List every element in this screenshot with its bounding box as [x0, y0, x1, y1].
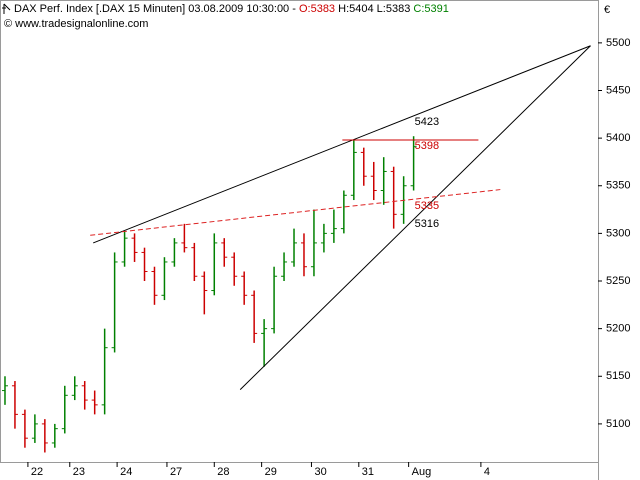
header-close: C:5391: [413, 3, 448, 15]
header-icon: [2, 3, 11, 14]
x-tick-label: 31: [362, 466, 374, 478]
price-annotation: 5335: [415, 200, 439, 212]
trend-line: [239, 45, 591, 390]
x-tick-label: 30: [314, 466, 326, 478]
trend-line: [93, 45, 591, 244]
header-source: © www.tradesignalonline.com: [4, 18, 148, 30]
currency: €: [604, 4, 610, 16]
x-tick-label: Aug: [412, 466, 432, 478]
header-title: DAX Perf. Index [.DAX 15 Minuten] 03.08.…: [14, 3, 449, 15]
header-title-text: DAX Perf. Index [.DAX 15 Minuten] 03.08.…: [14, 3, 296, 15]
price-annotation: 5398: [415, 140, 439, 152]
y-tick-label: 5450: [606, 84, 630, 96]
y-tick-label: 5400: [606, 132, 630, 144]
header-low: L:5383: [377, 3, 411, 15]
y-tick-label: 5150: [606, 370, 630, 382]
y-tick-label: 5350: [606, 180, 630, 192]
x-tick-label: 4: [484, 466, 490, 478]
y-tick-label: 5250: [606, 275, 630, 287]
x-tick-label: 24: [120, 466, 132, 478]
trend-line: [90, 189, 501, 236]
x-tick-label: 22: [31, 466, 43, 478]
y-tick-label: 5200: [606, 323, 630, 335]
header-high: H:5404: [338, 3, 373, 15]
header-open: O:5383: [299, 3, 335, 15]
x-tick-label: 27: [170, 466, 182, 478]
y-tick-label: 5100: [606, 418, 630, 430]
x-tick-label: 29: [265, 466, 277, 478]
y-tick-label: 5300: [606, 227, 630, 239]
y-tick-label: 5500: [606, 37, 630, 49]
x-tick-label: 28: [217, 466, 229, 478]
x-tick-label: 23: [73, 466, 85, 478]
price-annotation: 5423: [415, 116, 439, 128]
price-annotation: 5316: [415, 218, 439, 230]
